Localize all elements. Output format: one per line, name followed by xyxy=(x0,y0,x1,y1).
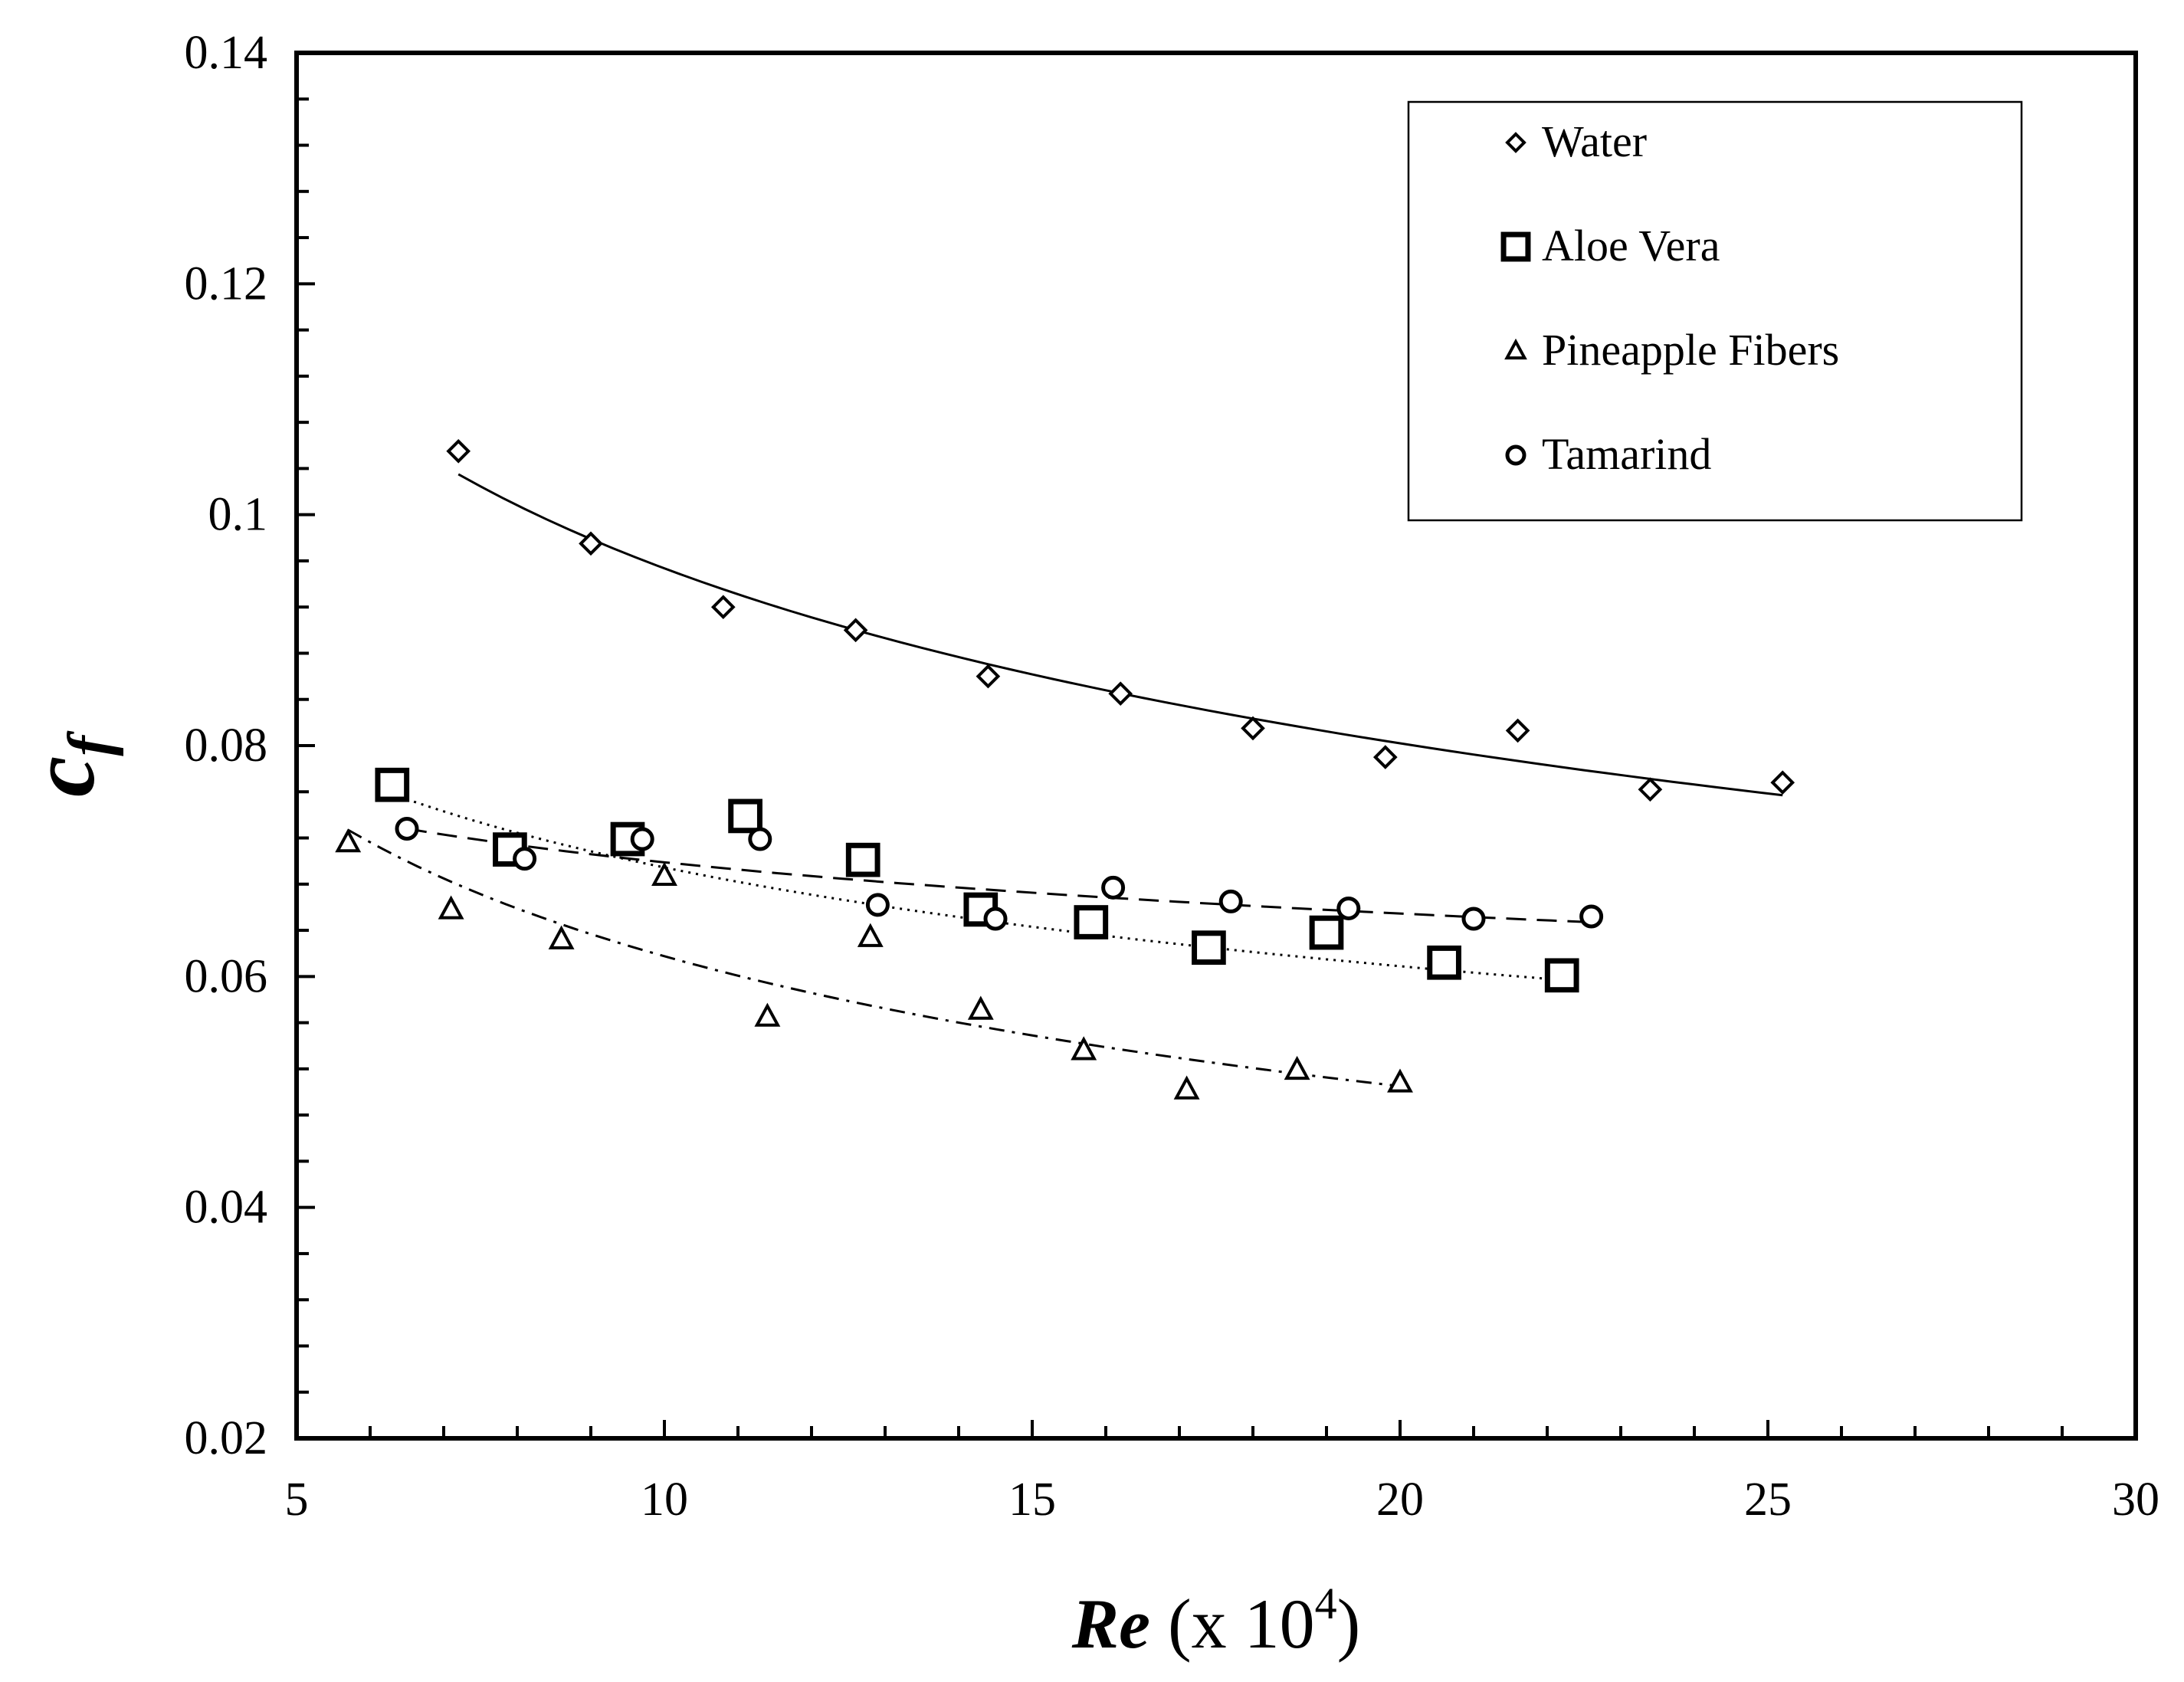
data-point xyxy=(1544,958,1579,993)
data-point xyxy=(579,531,603,556)
trend-line xyxy=(347,828,1401,1087)
x-axis-title-suffix: (x 10 xyxy=(1150,1585,1315,1663)
y-tick-label: 0.14 xyxy=(185,27,268,79)
data-point xyxy=(1074,905,1109,939)
legend-label: Water xyxy=(1542,116,1647,166)
data-point xyxy=(335,828,362,853)
x-axis-title-close: ) xyxy=(1337,1585,1361,1663)
data-point xyxy=(548,925,575,949)
data-point xyxy=(754,1002,781,1027)
legend-marker xyxy=(1500,231,1531,262)
axis-ticks xyxy=(295,51,2137,1440)
data-point xyxy=(728,798,762,834)
data-point xyxy=(983,907,1008,931)
data-point xyxy=(1241,716,1265,741)
data-point xyxy=(710,595,736,620)
data-point xyxy=(845,842,880,877)
legend-label: Tamarind xyxy=(1542,429,1711,479)
y-axis-title-main: c xyxy=(11,756,113,797)
y-tick-label: 0.12 xyxy=(185,257,268,310)
legend-box xyxy=(1407,100,2023,522)
legend: Water Aloe Vera Pineapple Fibers Tamarind xyxy=(1407,100,2023,522)
x-tick-label: 5 xyxy=(285,1474,309,1526)
data-point xyxy=(843,618,868,643)
data-point xyxy=(1387,1068,1413,1093)
data-point xyxy=(1218,889,1243,913)
data-point xyxy=(438,895,464,920)
legend-label: Aloe Vera xyxy=(1542,221,1720,270)
data-point xyxy=(630,827,654,851)
data-point xyxy=(1638,777,1663,802)
data-point xyxy=(395,816,419,841)
data-point xyxy=(976,664,1001,689)
x-tick-label: 25 xyxy=(1744,1474,1792,1526)
data-point xyxy=(1579,904,1604,929)
legend-items: Water Aloe Vera Pineapple Fibers Tamarind xyxy=(1500,116,1839,479)
data-point xyxy=(651,861,677,886)
data-points xyxy=(335,438,1795,1100)
data-point xyxy=(1505,718,1530,743)
data-point xyxy=(857,923,884,947)
data-point xyxy=(1336,896,1361,920)
data-point xyxy=(1461,907,1486,931)
data-point xyxy=(1173,1075,1200,1100)
legend-marker xyxy=(1505,132,1527,153)
x-axis-title-main: Re xyxy=(1071,1585,1150,1663)
x-axis-title: Re (x 104) xyxy=(1071,1579,1360,1663)
legend-marker xyxy=(1505,444,1527,466)
data-point xyxy=(1284,1055,1310,1080)
y-tick-label: 0.08 xyxy=(185,720,268,772)
data-point xyxy=(1192,930,1226,966)
legend-marker xyxy=(1504,338,1527,360)
x-tick-label: 15 xyxy=(1008,1474,1056,1526)
data-point xyxy=(865,893,890,917)
data-point xyxy=(748,827,772,851)
data-point xyxy=(1108,681,1133,707)
data-point xyxy=(1309,915,1344,950)
x-tick-label: 30 xyxy=(2112,1474,2159,1526)
x-tick-label: 20 xyxy=(1376,1474,1424,1526)
x-tick-label: 10 xyxy=(641,1474,688,1526)
data-point xyxy=(446,438,471,464)
y-tick-label: 0.1 xyxy=(208,489,268,541)
y-tick-label: 0.06 xyxy=(185,950,268,1002)
data-point xyxy=(1071,1036,1097,1061)
data-point xyxy=(1101,875,1126,900)
data-point xyxy=(967,995,994,1020)
data-point xyxy=(1372,745,1398,769)
trend-line xyxy=(406,828,1592,923)
data-point xyxy=(375,767,410,802)
legend-label: Pineapple Fibers xyxy=(1542,325,1839,375)
data-point xyxy=(1770,770,1795,795)
x-axis-title-exponent: 4 xyxy=(1315,1579,1337,1628)
plot-area xyxy=(294,51,2138,1441)
data-point xyxy=(513,847,537,871)
tick-labels: 5 10 15 20 25 30 0.02 0.04 0.06 0.08 0.1 0.12 0.14 xyxy=(185,27,2160,1526)
data-point xyxy=(1427,945,1461,980)
y-tick-label: 0.02 xyxy=(185,1412,268,1464)
y-tick-label: 0.04 xyxy=(185,1182,268,1234)
